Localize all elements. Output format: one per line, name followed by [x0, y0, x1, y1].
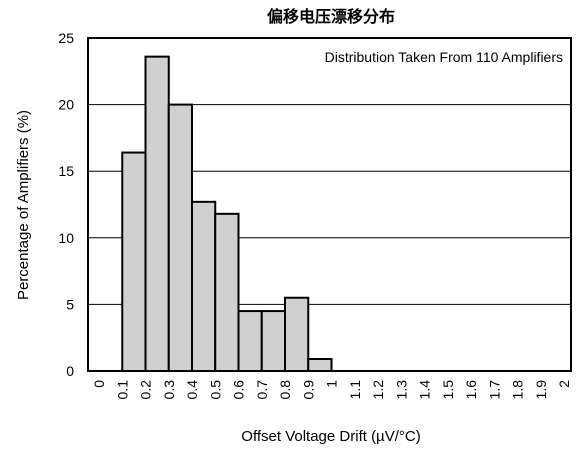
y-tick-labels: 0 5 10 15 20 25 — [58, 30, 74, 379]
x-tick-16: 1.6 — [463, 380, 479, 400]
x-tick-7: 0.7 — [254, 380, 270, 400]
x-tick-1: 0.1 — [114, 380, 130, 400]
x-tick-12: 1.2 — [370, 380, 386, 400]
y-tick-5: 25 — [58, 30, 74, 46]
bar-1 — [144, 55, 170, 372]
y-tick-1: 5 — [66, 296, 74, 312]
x-tick-13: 1.3 — [393, 380, 409, 400]
x-tick-9: 0.9 — [300, 380, 316, 400]
x-tick-0: 0 — [91, 380, 107, 388]
x-axis-label: Offset Voltage Drift (µV/°C) — [241, 428, 420, 445]
bar-2 — [167, 103, 193, 372]
x-tick-10: 1 — [324, 380, 340, 388]
x-tick-14: 1.4 — [417, 380, 433, 400]
bars — [121, 55, 333, 372]
bar-4 — [214, 212, 240, 372]
sample-annotation: Distribution Taken From 110 Amplifiers — [325, 49, 563, 65]
bar-0 — [121, 151, 147, 372]
y-tick-2: 10 — [58, 230, 74, 246]
y-axis-label: Percentage of Amplifiers (%) — [15, 110, 32, 300]
x-tick-6: 0.6 — [231, 380, 247, 400]
bar-6 — [260, 310, 286, 372]
y-tick-0: 0 — [66, 363, 74, 379]
x-tick-17: 1.7 — [486, 380, 502, 400]
bar-5 — [237, 310, 263, 372]
x-tick-2: 0.2 — [138, 380, 154, 400]
bar-8 — [307, 358, 333, 372]
y-tick-3: 15 — [58, 163, 74, 179]
bar-3 — [191, 200, 217, 372]
x-tick-15: 1.5 — [440, 380, 456, 400]
chart-title: 偏移电压漂移分布 — [267, 7, 395, 26]
x-tick-5: 0.5 — [207, 380, 223, 400]
y-tick-4: 20 — [58, 97, 74, 113]
plot-frame — [87, 37, 572, 372]
x-tick-8: 0.8 — [277, 380, 293, 400]
x-tick-20: 2 — [556, 380, 572, 388]
bar-7 — [284, 296, 310, 372]
x-tick-19: 1.9 — [533, 380, 549, 400]
x-tick-4: 0.4 — [184, 380, 200, 400]
x-tick-11: 1.1 — [347, 380, 363, 400]
x-tick-labels: 0 0.1 0.2 0.3 0.4 0.5 0.6 0.7 0.8 0.9 1 1.1 1.2 1.3 1.… — [91, 380, 572, 400]
x-tick-18: 1.8 — [510, 380, 526, 400]
x-tick-3: 0.3 — [161, 380, 177, 400]
